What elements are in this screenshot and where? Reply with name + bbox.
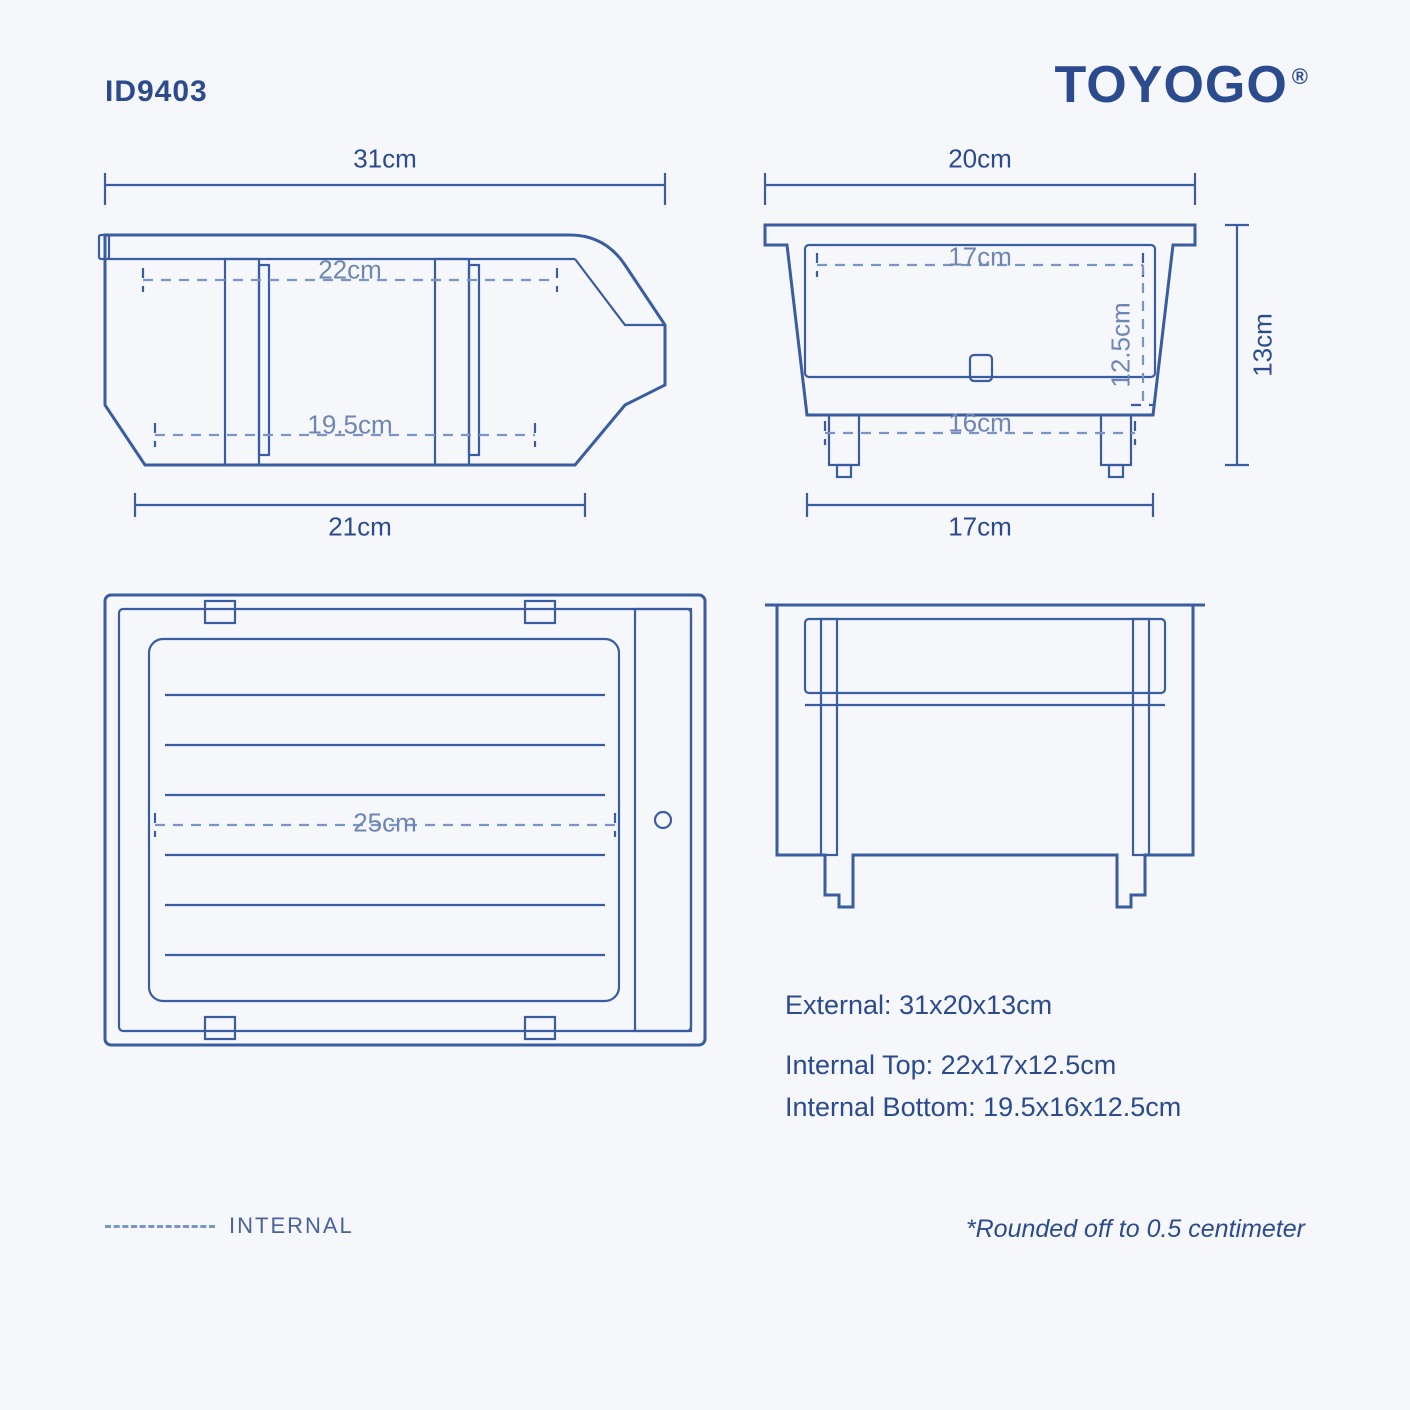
side-ext-width: 31cm <box>353 144 417 175</box>
side-view-drawing <box>105 165 725 565</box>
spec-internal-bottom: Internal Bottom: 19.5x16x12.5cm <box>785 1087 1181 1129</box>
brand-logo: TOYOGO® <box>1054 55 1305 115</box>
front-int-bottom: 16cm <box>948 408 1012 439</box>
side-int-bottom: 19.5cm <box>307 410 392 441</box>
registered-icon: ® <box>1292 64 1309 89</box>
side-int-top: 22cm <box>318 255 382 286</box>
footnote: *Rounded off to 0.5 centimeter <box>966 1215 1305 1244</box>
side-ext-bottom: 21cm <box>328 512 392 543</box>
front-view-drawing <box>765 165 1285 565</box>
front-ext-bottom: 17cm <box>948 512 1012 543</box>
brand-text: TOYOGO <box>1054 56 1287 114</box>
inside-front-view-drawing <box>765 595 1225 935</box>
product-id: ID9403 <box>105 75 208 109</box>
front-int-height: 12.5cm <box>1106 302 1137 387</box>
top-int-length: 25cm <box>353 808 417 839</box>
legend-internal: INTERNAL <box>105 1213 354 1239</box>
legend-label: INTERNAL <box>229 1213 354 1239</box>
front-ext-height: 13cm <box>1248 313 1279 377</box>
dash-line-icon <box>105 1225 215 1228</box>
front-ext-width: 20cm <box>948 144 1012 175</box>
spec-block: External: 31x20x13cm Internal Top: 22x17… <box>785 985 1181 1129</box>
front-int-width: 17cm <box>948 242 1012 273</box>
spec-external: External: 31x20x13cm <box>785 985 1181 1027</box>
spec-internal-top: Internal Top: 22x17x12.5cm <box>785 1045 1181 1087</box>
